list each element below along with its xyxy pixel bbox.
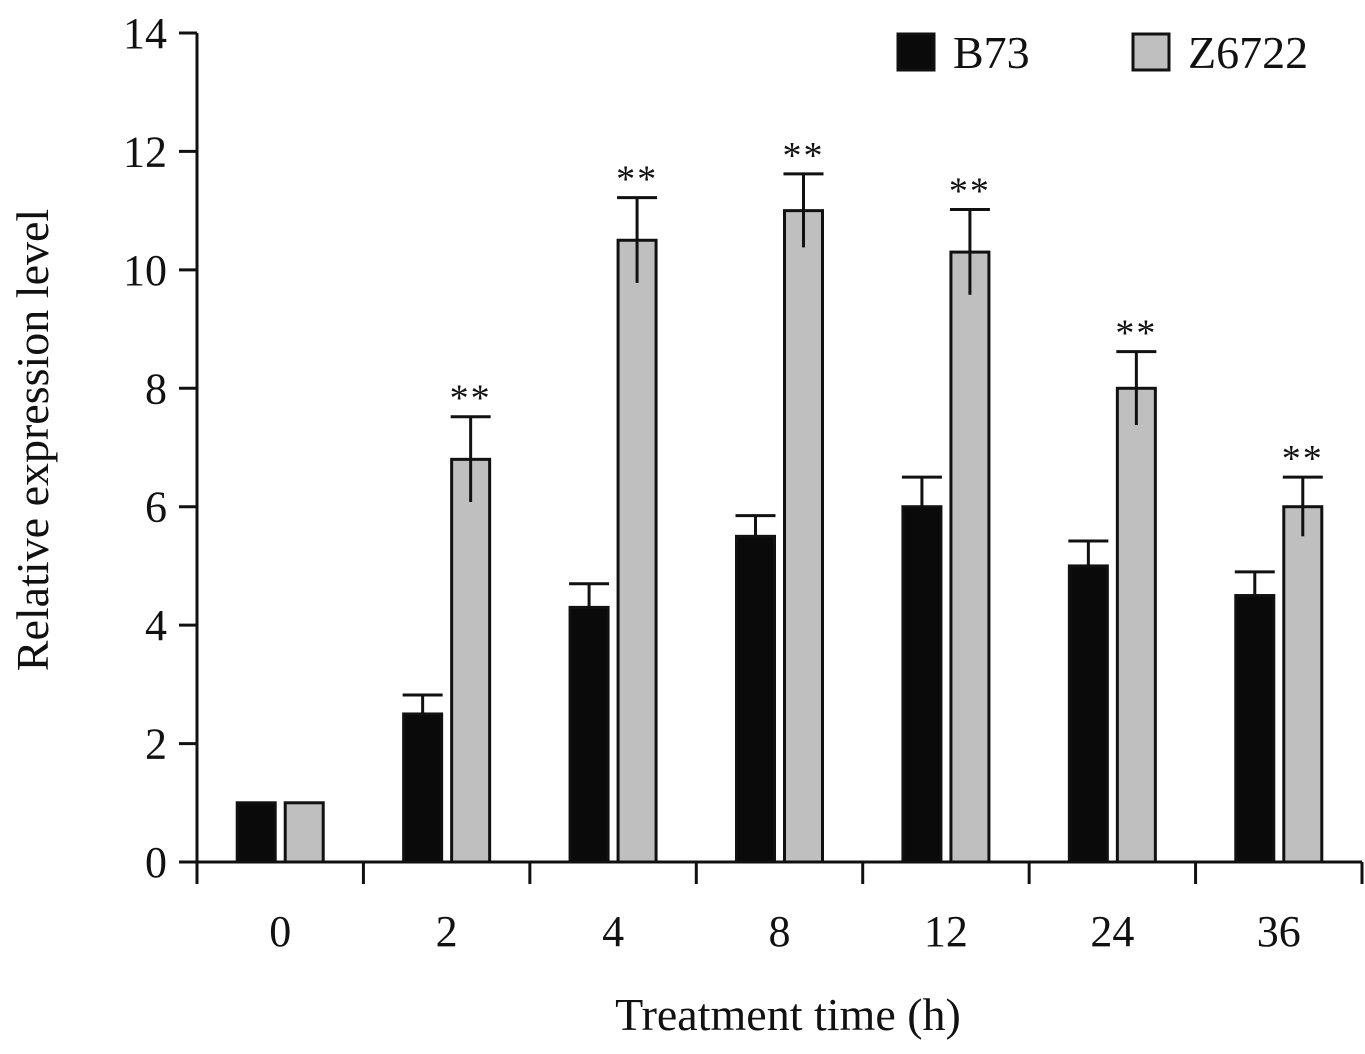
bar-b73-2 <box>402 712 444 864</box>
x-tick-label: 0 <box>269 907 291 956</box>
bar-z6722-8 <box>783 209 824 864</box>
bar-b73-8 <box>735 534 776 864</box>
x-tick-label: 36 <box>1257 907 1301 956</box>
legend: B73 Z6722 <box>896 27 1308 78</box>
legend-label-b73: B73 <box>953 27 1030 78</box>
x-tick-label: 24 <box>1090 907 1134 956</box>
x-tick-label: 2 <box>436 907 458 956</box>
y-tick-label: 0 <box>145 838 167 887</box>
legend-swatch-b73 <box>896 32 936 72</box>
y-tick-label: 12 <box>123 127 167 176</box>
x-tick-label: 4 <box>602 907 624 956</box>
x-tick-label: 8 <box>769 907 791 956</box>
bar-z6722-2 <box>450 457 492 864</box>
bars: ** ** ** ** ** ** <box>235 135 1324 864</box>
y-axis-title: Relative expression level <box>7 209 58 671</box>
significance-label: ** <box>1115 313 1157 355</box>
y-tick-label: 6 <box>145 483 167 532</box>
y-tick-label: 8 <box>145 364 167 413</box>
significance-label: ** <box>1282 438 1324 480</box>
bar-b73-4 <box>568 605 610 864</box>
significance-label: ** <box>949 170 991 212</box>
x-tick-label: 12 <box>924 907 968 956</box>
y-tick-label: 14 <box>123 9 167 58</box>
bar-z6722-4 <box>616 238 658 864</box>
bar-b73-36 <box>1234 594 1276 864</box>
significance-label: ** <box>783 135 825 177</box>
bar-b73-24 <box>1067 564 1109 864</box>
significance-label: ** <box>450 378 492 420</box>
y-tick-label: 2 <box>145 720 167 769</box>
bar-z6722-0 <box>283 801 325 864</box>
bar-b73-0 <box>235 801 277 864</box>
significance-label: ** <box>616 159 658 201</box>
x-axis-title: Treatment time (h) <box>615 989 961 1040</box>
legend-swatch-z6722 <box>1131 32 1171 72</box>
bar-b73-12 <box>901 505 943 864</box>
bar-z6722-12 <box>949 250 991 864</box>
bar-z6722-36 <box>1282 505 1324 864</box>
bar-z6722-24 <box>1115 386 1157 864</box>
y-tick-label: 4 <box>145 601 167 650</box>
y-tick-label: 10 <box>123 246 167 295</box>
legend-label-z6722: Z6722 <box>1188 27 1308 78</box>
